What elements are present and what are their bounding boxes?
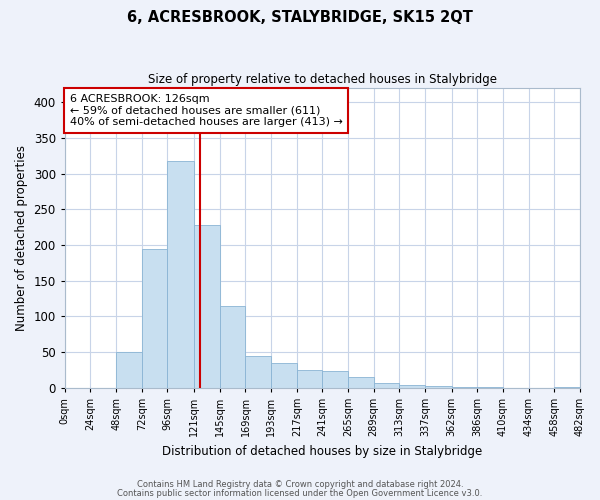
Bar <box>245 356 271 388</box>
Text: 6, ACRESBROOK, STALYBRIDGE, SK15 2QT: 6, ACRESBROOK, STALYBRIDGE, SK15 2QT <box>127 10 473 25</box>
Text: Contains HM Land Registry data © Crown copyright and database right 2024.: Contains HM Land Registry data © Crown c… <box>137 480 463 489</box>
Title: Size of property relative to detached houses in Stalybridge: Size of property relative to detached ho… <box>148 72 497 86</box>
Bar <box>194 225 220 388</box>
Bar <box>116 352 142 388</box>
Bar <box>142 250 167 388</box>
Bar <box>400 385 425 388</box>
Bar <box>322 372 348 388</box>
Y-axis label: Number of detached properties: Number of detached properties <box>15 145 28 331</box>
Bar <box>478 387 503 388</box>
Bar <box>452 387 478 388</box>
Bar <box>348 377 374 388</box>
Bar <box>374 383 400 388</box>
X-axis label: Distribution of detached houses by size in Stalybridge: Distribution of detached houses by size … <box>162 444 482 458</box>
Bar <box>167 161 194 388</box>
Text: 6 ACRESBROOK: 126sqm
← 59% of detached houses are smaller (611)
40% of semi-deta: 6 ACRESBROOK: 126sqm ← 59% of detached h… <box>70 94 343 127</box>
Bar <box>297 370 322 388</box>
Bar <box>554 387 580 388</box>
Bar <box>271 363 297 388</box>
Text: Contains public sector information licensed under the Open Government Licence v3: Contains public sector information licen… <box>118 488 482 498</box>
Bar <box>220 306 245 388</box>
Bar <box>425 386 452 388</box>
